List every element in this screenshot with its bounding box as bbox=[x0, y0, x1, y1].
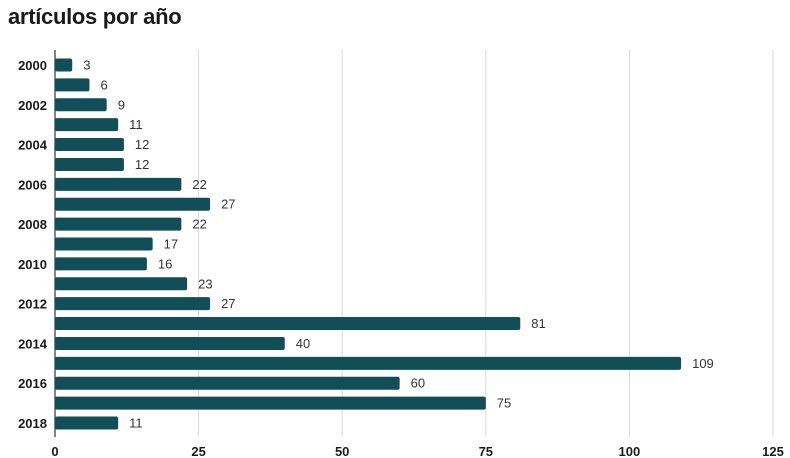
x-tick-label-100: 100 bbox=[619, 444, 641, 458]
y-category-label-2018: 2018 bbox=[18, 416, 47, 431]
bar-2000 bbox=[55, 58, 73, 72]
data-label-2018: 11 bbox=[129, 416, 143, 431]
bar-2003 bbox=[55, 118, 119, 132]
data-label-2004: 12 bbox=[135, 137, 149, 152]
bar-2002 bbox=[55, 98, 107, 112]
data-label-2007: 27 bbox=[221, 197, 235, 212]
bar-2016 bbox=[55, 376, 400, 390]
data-label-2003: 11 bbox=[129, 117, 143, 132]
bar-2009 bbox=[55, 237, 153, 251]
data-label-2000: 3 bbox=[83, 58, 90, 73]
bar-2014 bbox=[55, 336, 285, 350]
bar-2013 bbox=[55, 317, 521, 331]
data-label-2012: 27 bbox=[221, 296, 235, 311]
data-label-2002: 9 bbox=[118, 97, 125, 112]
y-category-label-2012: 2012 bbox=[18, 297, 47, 312]
y-axis-category-labels: 2000 2002 2004 2006 2008 2010 2012 2014 2016 2018 bbox=[18, 58, 48, 431]
y-category-label-2002: 2002 bbox=[18, 98, 47, 113]
data-label-2001: 6 bbox=[100, 77, 107, 92]
data-label-2013: 81 bbox=[531, 316, 545, 331]
grid-lines bbox=[54, 50, 774, 437]
data-label-2008: 22 bbox=[192, 217, 206, 232]
bar-2010 bbox=[55, 257, 147, 271]
bar-2001 bbox=[55, 78, 90, 92]
bar-2012 bbox=[55, 297, 211, 311]
bar-2006 bbox=[55, 177, 182, 191]
x-tick-label-75: 75 bbox=[479, 444, 493, 458]
data-labels: 369 11 12 12 22 27 22 17 16 23 27 81 40 109 60 75 11 bbox=[83, 58, 714, 431]
data-label-2015: 109 bbox=[692, 356, 714, 371]
data-label-2006: 22 bbox=[192, 177, 206, 192]
bar-2011 bbox=[55, 277, 188, 291]
chart-title: artículos por año bbox=[8, 4, 182, 29]
y-category-label-2010: 2010 bbox=[18, 257, 47, 272]
bar-2018 bbox=[55, 416, 119, 430]
data-label-2017: 75 bbox=[497, 396, 511, 411]
data-label-2010: 16 bbox=[158, 256, 172, 271]
y-category-label-2014: 2014 bbox=[18, 336, 48, 351]
bar-2008 bbox=[55, 217, 182, 231]
bar-2005 bbox=[55, 157, 124, 171]
data-label-2011: 23 bbox=[198, 276, 212, 291]
x-tick-label-125: 125 bbox=[762, 444, 784, 458]
y-category-label-2004: 2004 bbox=[18, 138, 48, 153]
y-category-label-2006: 2006 bbox=[18, 177, 47, 192]
data-label-2014: 40 bbox=[296, 336, 310, 351]
bar-2007 bbox=[55, 197, 211, 211]
bar-2017 bbox=[55, 396, 486, 410]
data-label-2016: 60 bbox=[411, 376, 425, 391]
x-tick-label-50: 50 bbox=[335, 444, 349, 458]
x-tick-label-25: 25 bbox=[191, 444, 205, 458]
y-category-label-2000: 2000 bbox=[18, 58, 47, 73]
bars bbox=[55, 58, 682, 430]
y-category-label-2016: 2016 bbox=[18, 376, 47, 391]
y-category-label-2008: 2008 bbox=[18, 217, 47, 232]
data-label-2005: 12 bbox=[135, 157, 149, 172]
x-tick-label-0: 0 bbox=[51, 444, 58, 458]
bar-2004 bbox=[55, 138, 124, 152]
x-axis-tick-labels: 0 25 50 75 100 125 bbox=[51, 444, 783, 458]
bar-2015 bbox=[55, 356, 682, 370]
data-label-2009: 17 bbox=[164, 237, 178, 252]
